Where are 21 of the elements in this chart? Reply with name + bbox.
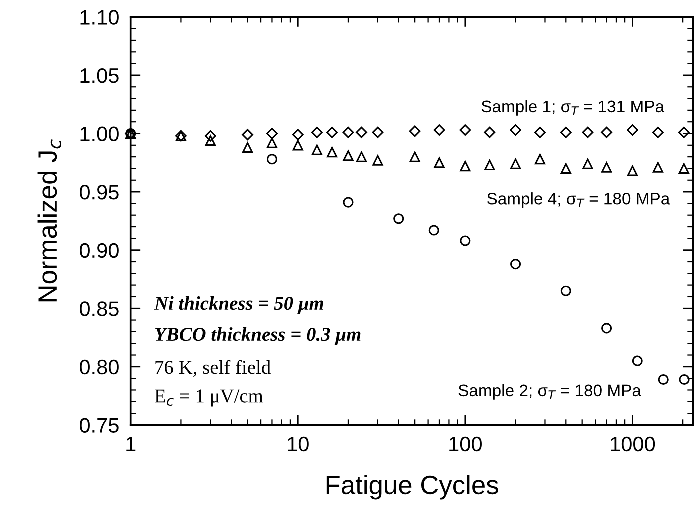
y-axis-title: Normalized J$_{c}$	[38, 140, 62, 302]
y-tick-label: 0.75	[80, 418, 119, 433]
annotation: Ni thickness = 50 μm	[154, 296, 324, 314]
y-tick-label: 1.05	[80, 68, 119, 84]
y-tick-label: 0.80	[80, 360, 119, 375]
y-tick-label: 1.00	[80, 126, 119, 142]
annotation: E$_{c}$ = 1 μV/cm	[155, 390, 264, 407]
legend-label: Sample 4; σ$_{T}$ = 180 MPa	[488, 192, 670, 208]
annotation: 76 K, self field	[156, 360, 271, 377]
x-tick-label: 1	[126, 437, 136, 452]
x-axis-title: Fatigue Cycles	[326, 475, 498, 500]
y-tick-label: 0.85	[80, 302, 119, 316]
y-tick-label: 0.90	[80, 243, 119, 258]
x-tick-label: 100	[450, 436, 482, 452]
y-tick-label: 0.95	[80, 185, 119, 200]
x-tick-label: 1000	[611, 436, 656, 452]
series-label: Sample 2; σ$_{T}$ = 180 MPa	[458, 384, 642, 400]
annotation: YBCO thickness = 0.3 μm	[155, 327, 361, 346]
x-tick-label: 10	[288, 436, 309, 452]
y-tick-label: 1.10	[80, 10, 119, 25]
legend-label: Sample 1; σ$_{T}$ = 131 MPa	[482, 100, 665, 116]
